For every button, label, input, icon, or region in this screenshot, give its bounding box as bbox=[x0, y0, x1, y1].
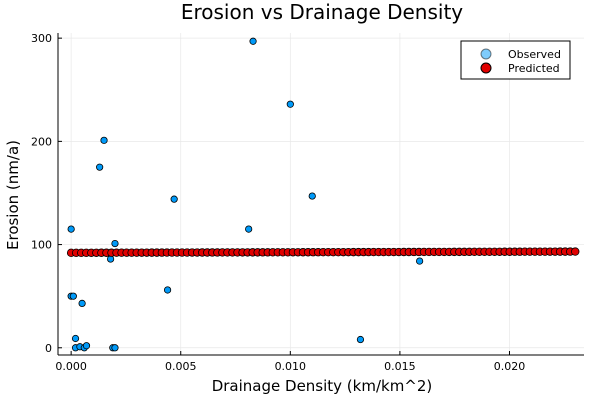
grid bbox=[58, 33, 584, 355]
predicted-point bbox=[571, 247, 580, 256]
x-tick-label: 0.015 bbox=[384, 360, 416, 373]
x-tick-label: 0.010 bbox=[275, 360, 307, 373]
x-tick-label: 0.000 bbox=[55, 360, 87, 373]
observed-point bbox=[71, 334, 80, 343]
y-tick-label: 300 bbox=[31, 32, 52, 45]
observed-point bbox=[111, 239, 119, 248]
chart-title: Erosion vs Drainage Density bbox=[181, 0, 463, 24]
series-predicted bbox=[66, 247, 580, 258]
legend-predicted-marker bbox=[480, 62, 492, 74]
observed-point bbox=[96, 163, 104, 171]
observed-point bbox=[249, 37, 257, 45]
x-tick-label: 0.005 bbox=[165, 360, 197, 373]
observed-point bbox=[100, 136, 108, 144]
x-tick-label: 0.020 bbox=[494, 360, 526, 373]
legend-observed-marker bbox=[480, 48, 492, 60]
legend-box bbox=[460, 40, 571, 80]
observed-point bbox=[308, 192, 316, 200]
ticks: 0.000 0.005 0.010 0.015 0.020 0 100 200 300 bbox=[31, 32, 525, 373]
legend: Observed Predicted bbox=[460, 40, 571, 80]
y-axis-title: Erosion (nm/a) bbox=[4, 140, 22, 250]
observed-point bbox=[416, 257, 424, 265]
observed-point bbox=[69, 292, 77, 300]
x-axis-title: Drainage Density (km/km^2) bbox=[212, 377, 433, 395]
y-tick-label: 100 bbox=[31, 239, 52, 252]
observed-point bbox=[163, 286, 172, 294]
observed-point bbox=[245, 225, 253, 233]
observed-point bbox=[286, 100, 294, 108]
series-observed bbox=[67, 37, 424, 352]
legend-predicted-label: Predicted bbox=[508, 62, 560, 75]
observed-point bbox=[78, 299, 86, 307]
observed-point bbox=[67, 225, 75, 233]
observed-point bbox=[111, 344, 119, 352]
y-tick-label: 200 bbox=[31, 135, 52, 148]
legend-observed-label: Observed bbox=[508, 48, 561, 61]
y-tick-label: 0 bbox=[45, 342, 52, 355]
observed-point bbox=[170, 195, 178, 203]
observed-point bbox=[82, 342, 91, 350]
observed-point bbox=[356, 335, 365, 344]
axes bbox=[57, 33, 584, 356]
